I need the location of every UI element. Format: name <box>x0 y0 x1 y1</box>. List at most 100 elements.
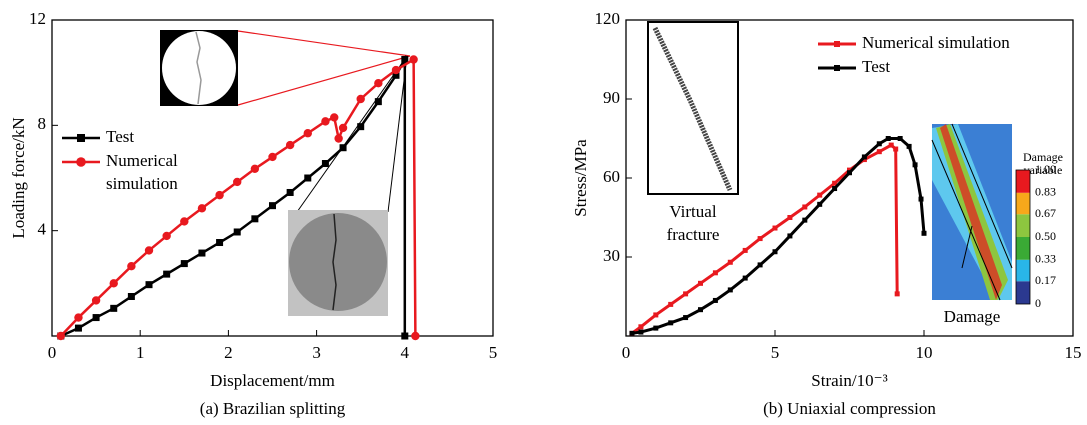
colorbar-title: Damage variable <box>1023 150 1063 177</box>
y-axis-label: Stress/MPa <box>571 139 590 217</box>
marker <box>374 79 383 88</box>
marker <box>269 202 276 210</box>
annotation: Virtual fracture <box>667 202 720 244</box>
x-tick-label: 5 <box>771 343 780 362</box>
x-tick-label: 5 <box>489 343 498 362</box>
marker <box>401 332 409 340</box>
y-tick-label: 12 <box>29 9 46 28</box>
marker <box>787 215 793 220</box>
legend-marker <box>77 134 85 142</box>
legend-label: Numerical simulation <box>106 151 178 193</box>
colorbar-segment <box>1016 237 1030 260</box>
inset-specimen-photo <box>288 55 408 316</box>
marker <box>698 280 703 286</box>
colorbar-segment <box>1016 259 1030 282</box>
marker <box>638 329 644 335</box>
marker <box>180 260 188 268</box>
marker <box>391 65 401 75</box>
x-tick-label: 3 <box>312 343 321 362</box>
marker <box>74 313 83 322</box>
marker <box>91 296 101 305</box>
colorbar-segment <box>1016 170 1030 193</box>
marker <box>92 314 100 322</box>
legend-label: Test <box>862 57 890 76</box>
inset-virtual-fracture <box>647 21 739 195</box>
marker <box>110 304 118 312</box>
marker <box>162 231 171 241</box>
marker <box>787 233 793 239</box>
marker <box>698 307 703 313</box>
marker <box>409 55 418 64</box>
marker <box>897 136 903 141</box>
marker <box>832 180 838 186</box>
marker <box>918 196 924 202</box>
colorbar-frame <box>1015 169 1031 305</box>
marker <box>921 230 927 236</box>
marker <box>757 262 763 268</box>
marker <box>912 162 918 168</box>
marker <box>906 143 912 149</box>
marker <box>727 287 733 293</box>
marker <box>330 113 339 122</box>
annotation: Damage <box>944 307 1001 326</box>
x-tick-label: 2 <box>224 343 233 362</box>
y-axis-label: Loading force/kN <box>9 117 28 238</box>
x-axis-label: Displacement/mm <box>210 371 335 390</box>
y-tick-label: 120 <box>595 9 621 28</box>
marker <box>198 249 206 257</box>
marker <box>861 154 867 160</box>
marker <box>303 129 312 138</box>
marker <box>144 246 154 255</box>
marker <box>653 312 659 318</box>
marker <box>727 259 733 265</box>
marker <box>893 146 899 152</box>
x-tick-label: 1 <box>136 343 145 362</box>
marker <box>653 325 659 331</box>
marker <box>251 215 259 223</box>
marker <box>321 117 330 126</box>
y-tick-label: 60 <box>603 167 620 186</box>
marker <box>876 149 882 155</box>
marker <box>847 167 852 173</box>
marker <box>334 134 343 143</box>
colorbar-tick-label: 0.67 <box>1035 206 1056 220</box>
x-tick-label: 15 <box>1065 343 1082 362</box>
marker <box>74 324 82 332</box>
colorbar-tick-label: 0 <box>1035 296 1041 310</box>
legend-label: Test <box>106 127 134 146</box>
colorbar-tick-label: 0.17 <box>1035 273 1056 287</box>
marker <box>885 136 891 141</box>
marker <box>197 204 207 213</box>
marker <box>712 270 718 276</box>
colorbar-segment <box>1016 214 1030 237</box>
marker <box>180 217 189 226</box>
marker <box>894 291 900 297</box>
marker <box>357 123 365 131</box>
marker <box>847 170 852 176</box>
marker <box>215 190 224 200</box>
inset-damage-map <box>931 123 1013 301</box>
y-tick-label: 8 <box>38 114 47 133</box>
legend-marker <box>834 65 840 71</box>
marker <box>286 188 294 196</box>
colorbar-tick-label: 0.50 <box>1035 229 1056 243</box>
series-line <box>60 54 407 338</box>
marker <box>285 140 295 150</box>
marker <box>742 275 748 281</box>
marker <box>268 152 277 162</box>
marker <box>817 192 823 198</box>
x-tick-label: 4 <box>401 343 410 362</box>
marker <box>56 331 66 341</box>
marker <box>668 301 674 307</box>
legend-marker <box>76 157 86 167</box>
colorbar-tick-label: 0.33 <box>1035 252 1056 266</box>
marker <box>817 201 823 207</box>
marker <box>742 247 748 253</box>
marker <box>683 291 689 297</box>
marker <box>374 98 382 106</box>
marker <box>216 239 224 247</box>
y-tick-label: 4 <box>38 220 47 239</box>
panel-title: (b) Uniaxial compression <box>763 399 936 418</box>
